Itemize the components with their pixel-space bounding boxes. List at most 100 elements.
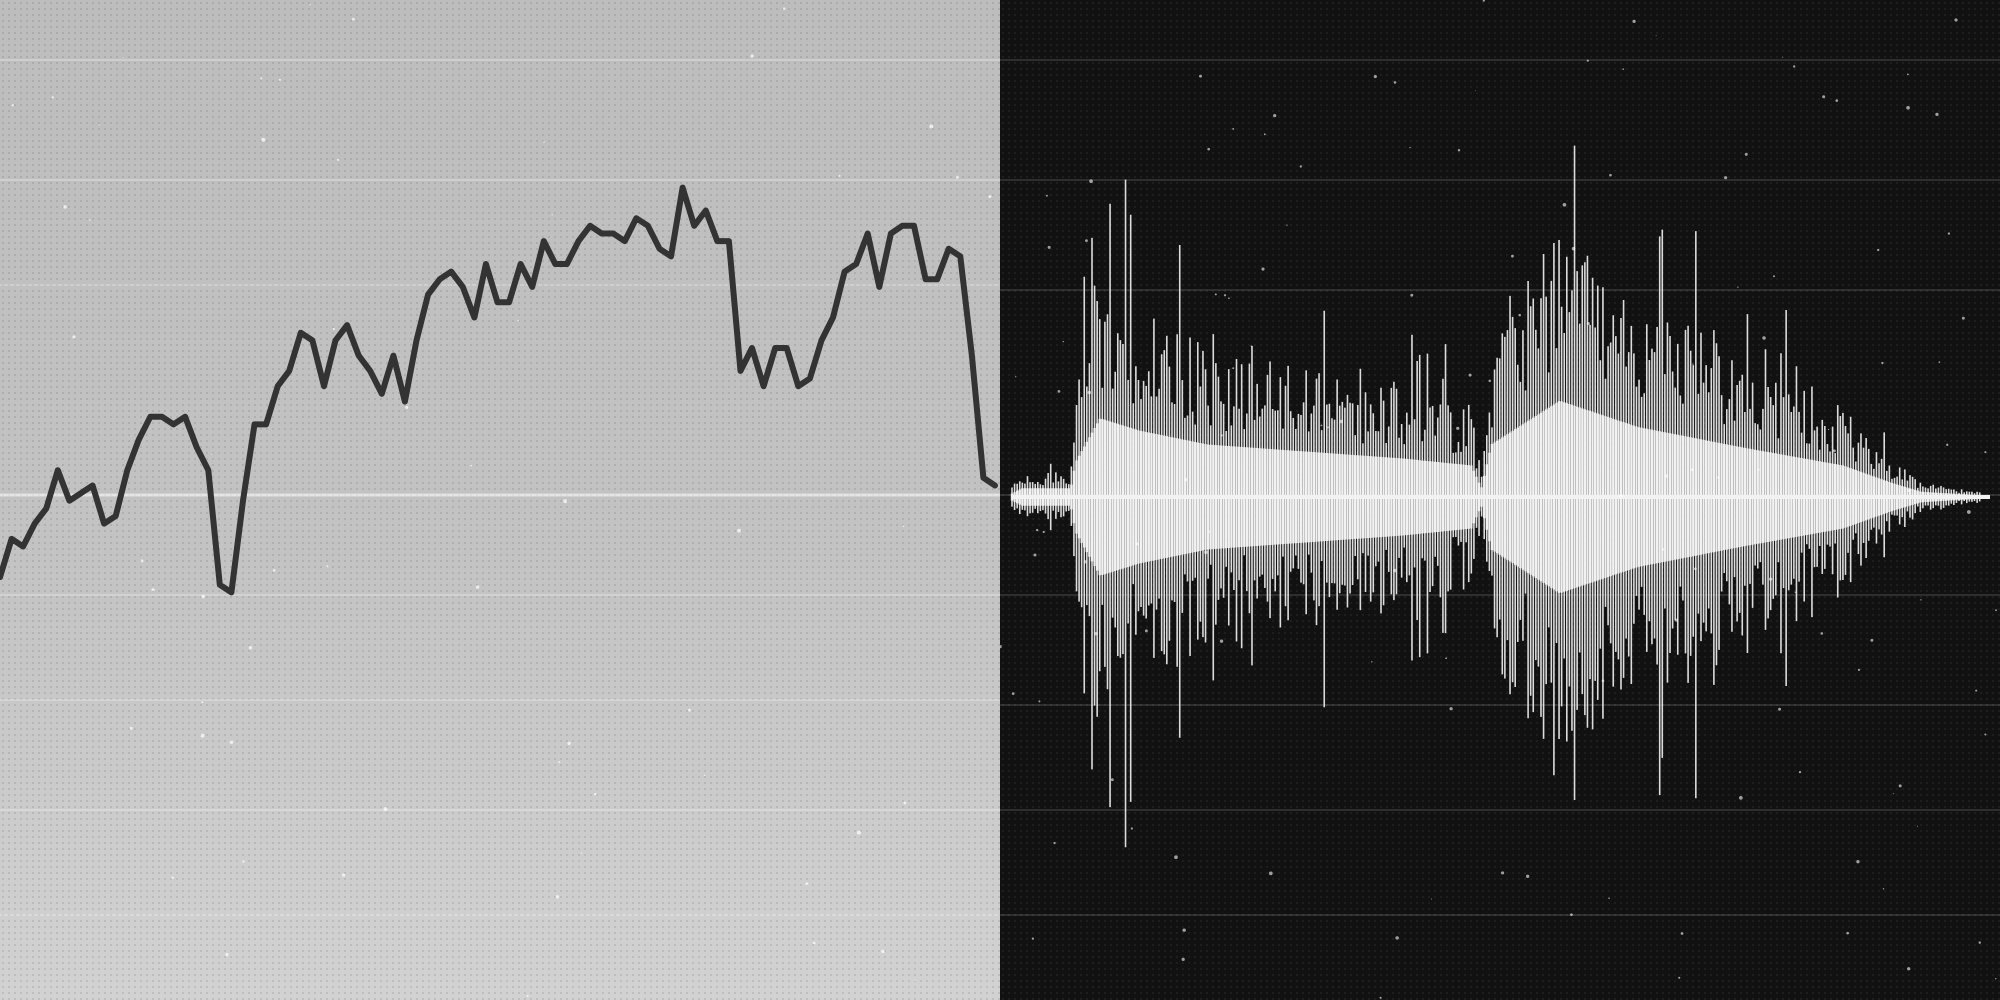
speck <box>1299 165 1302 168</box>
speck <box>543 141 545 143</box>
speck <box>955 175 959 179</box>
speck <box>1468 373 1472 377</box>
right-panel-waveform <box>1000 0 2000 1000</box>
speck <box>1367 505 1369 507</box>
speck <box>526 994 529 997</box>
speck <box>805 882 809 886</box>
speck <box>558 761 561 764</box>
speck <box>1393 81 1397 84</box>
speck <box>98 124 101 126</box>
speck <box>405 405 409 409</box>
speck <box>1570 913 1573 917</box>
speck <box>1907 488 1911 492</box>
speck <box>1832 449 1836 453</box>
speck <box>1174 855 1178 860</box>
speck <box>51 96 54 99</box>
speck <box>1511 254 1514 258</box>
speck <box>1456 426 1460 430</box>
speck <box>1110 778 1114 782</box>
speck <box>1870 638 1874 642</box>
speck <box>1015 376 1017 378</box>
speck <box>1033 553 1037 557</box>
speck <box>1678 976 1681 979</box>
speck <box>903 801 907 805</box>
speck <box>1920 599 1922 601</box>
speck <box>1907 967 1911 971</box>
speck <box>1892 793 1894 795</box>
speck <box>856 830 861 835</box>
speck <box>1011 692 1015 695</box>
speck <box>1680 932 1684 935</box>
speck <box>812 941 816 945</box>
speck <box>1655 35 1657 37</box>
speck <box>1031 937 1034 940</box>
speck <box>1184 477 1188 482</box>
speck <box>1586 321 1590 326</box>
speck <box>1208 530 1211 533</box>
speck <box>1622 68 1625 70</box>
speck <box>1431 898 1433 900</box>
speck <box>1327 426 1329 429</box>
speck <box>351 17 355 21</box>
speck <box>1045 194 1048 197</box>
speck <box>248 646 253 650</box>
speck <box>1906 105 1910 110</box>
speck <box>1083 560 1087 564</box>
speck <box>1609 173 1612 177</box>
speck <box>1488 379 1491 383</box>
speck <box>1835 99 1839 102</box>
speck <box>151 588 155 592</box>
speck <box>1724 176 1728 180</box>
speck <box>341 873 346 877</box>
speck <box>201 594 205 599</box>
speck <box>1130 827 1133 830</box>
speck <box>470 464 473 467</box>
speck <box>122 56 124 58</box>
speck <box>1954 18 1958 22</box>
speck <box>1085 239 1088 243</box>
speck <box>260 77 263 80</box>
speck <box>688 708 691 712</box>
speck <box>76 684 78 686</box>
speck <box>1966 510 1971 514</box>
waveform-canvas <box>1000 0 2000 999</box>
speck <box>1717 476 1720 479</box>
speck <box>1392 568 1397 573</box>
speck <box>1608 897 1610 900</box>
speck <box>1690 468 1694 472</box>
speck <box>89 219 91 221</box>
speck <box>1263 133 1266 136</box>
speck <box>1232 127 1235 130</box>
speck <box>1737 286 1739 288</box>
speck <box>1038 700 1041 703</box>
speck <box>11 104 14 107</box>
speck <box>555 895 560 899</box>
speck <box>1053 841 1056 845</box>
dust-specks <box>11 3 992 997</box>
speck <box>272 569 276 572</box>
speck <box>1000 645 1002 649</box>
speck <box>1248 513 1251 515</box>
speck <box>1057 390 1061 393</box>
speck <box>1220 434 1223 437</box>
speck <box>1794 591 1797 594</box>
speck <box>1946 443 1949 446</box>
speck <box>1692 363 1694 365</box>
speck <box>140 559 144 563</box>
speck <box>881 949 885 954</box>
speck <box>703 774 706 777</box>
speck <box>1820 632 1824 635</box>
speck <box>517 319 520 322</box>
halftone-texture <box>0 0 1000 1000</box>
speck <box>838 174 841 177</box>
speck <box>1526 874 1530 878</box>
speck <box>594 792 597 796</box>
speck <box>1586 59 1589 62</box>
speck <box>1619 494 1623 498</box>
speck <box>1935 112 1939 117</box>
speck <box>1793 65 1796 68</box>
speck <box>563 499 568 504</box>
speck <box>1273 114 1277 118</box>
speck <box>1482 0 1485 2</box>
line-plot-canvas <box>0 3 1000 997</box>
